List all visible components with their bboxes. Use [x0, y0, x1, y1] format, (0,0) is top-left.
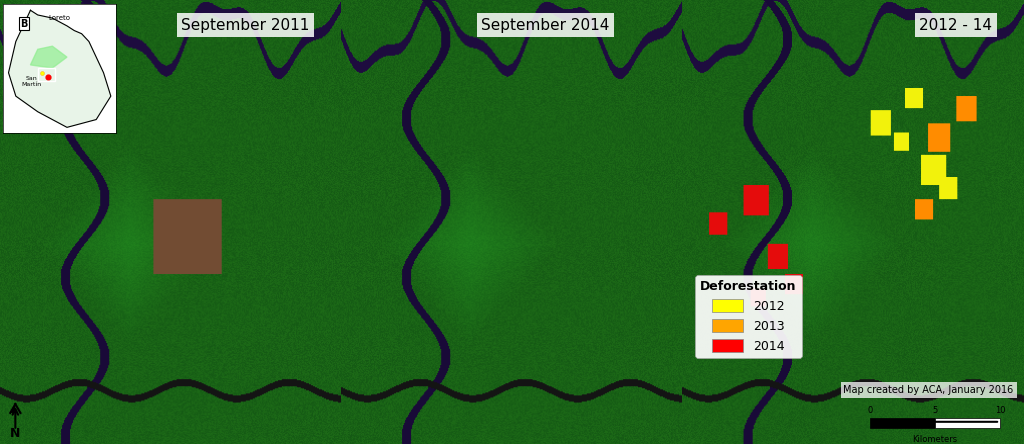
Legend: 2012, 2013, 2014: 2012, 2013, 2014: [695, 275, 802, 358]
Text: 5: 5: [933, 406, 938, 415]
Text: September 2011: September 2011: [181, 18, 309, 33]
Text: 0: 0: [867, 406, 872, 415]
Bar: [870, 418, 935, 428]
Polygon shape: [10, 404, 15, 413]
Text: 2012 - 14: 2012 - 14: [920, 18, 992, 33]
Text: 10: 10: [994, 406, 1006, 415]
Text: September 2014: September 2014: [481, 18, 609, 33]
Text: Kilometers: Kilometers: [912, 435, 957, 444]
Text: Map created by ACA, January 2016: Map created by ACA, January 2016: [844, 385, 1014, 395]
Text: N: N: [10, 427, 20, 440]
Bar: [935, 418, 1000, 428]
